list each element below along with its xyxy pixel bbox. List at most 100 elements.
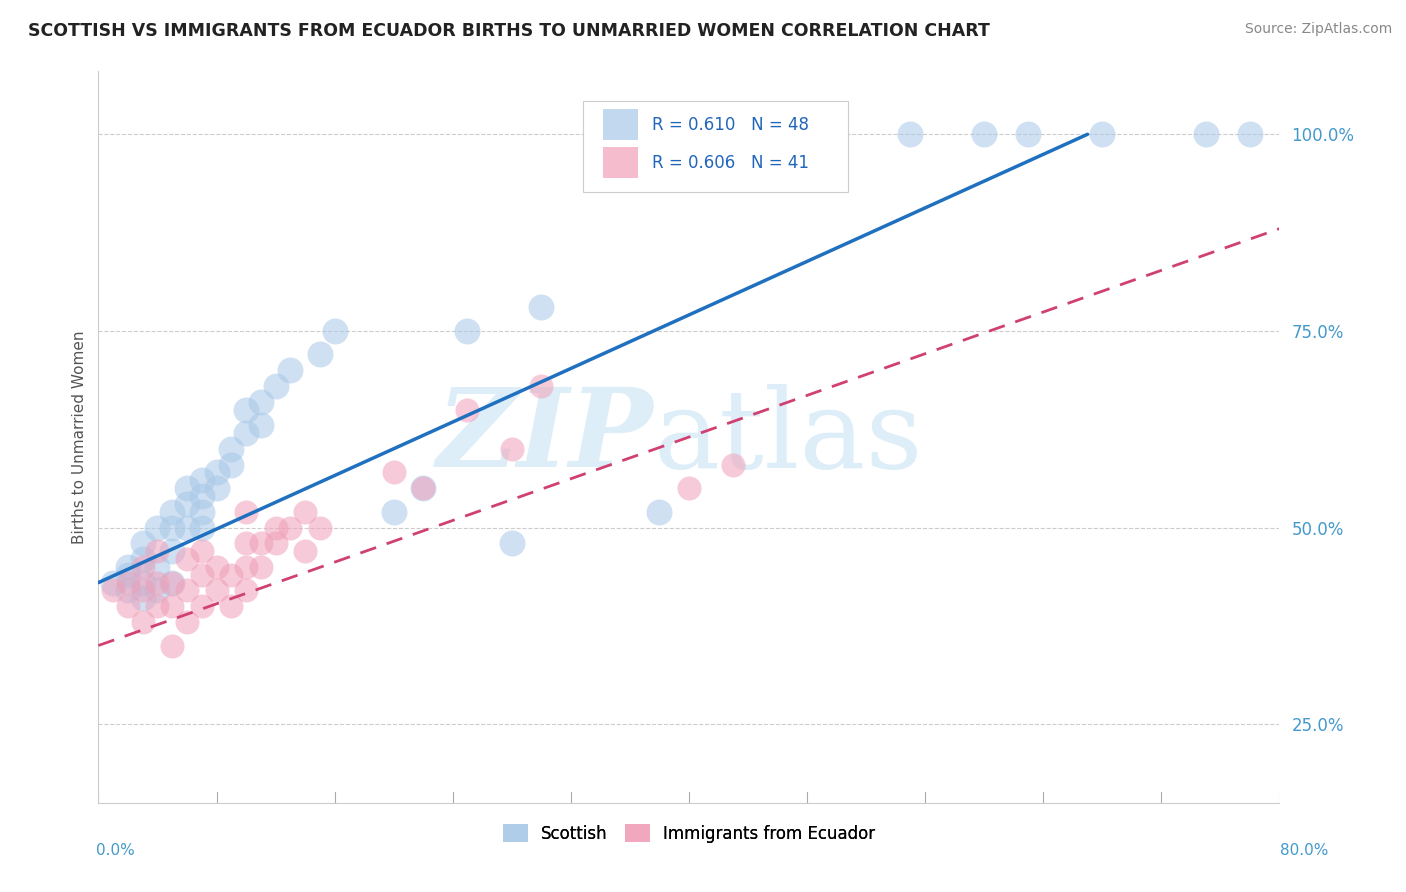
FancyBboxPatch shape: [582, 101, 848, 192]
Point: [162, 599, 183, 614]
Point: [280, 363, 302, 377]
Point: [162, 505, 183, 519]
Y-axis label: Births to Unmarried Women: Births to Unmarried Women: [72, 330, 87, 544]
Point: [176, 481, 198, 495]
Point: [191, 544, 214, 558]
Point: [382, 505, 405, 519]
Point: [973, 128, 995, 142]
Point: [1091, 128, 1114, 142]
Point: [221, 567, 243, 582]
Point: [191, 505, 214, 519]
Point: [1018, 128, 1040, 142]
Point: [250, 559, 273, 574]
Point: [235, 583, 257, 598]
Point: [162, 639, 183, 653]
Point: [250, 536, 273, 550]
Point: [235, 559, 257, 574]
Point: [205, 481, 228, 495]
Point: [501, 442, 523, 456]
Point: [162, 575, 183, 590]
Point: [707, 128, 730, 142]
Bar: [603, 147, 638, 178]
Point: [191, 599, 214, 614]
Point: [250, 418, 273, 433]
Point: [146, 520, 169, 534]
Point: [205, 466, 228, 480]
Text: atlas: atlas: [654, 384, 924, 491]
Point: [235, 505, 257, 519]
Point: [723, 458, 745, 472]
Text: SCOTTISH VS IMMIGRANTS FROM ECUADOR BIRTHS TO UNMARRIED WOMEN CORRELATION CHART: SCOTTISH VS IMMIGRANTS FROM ECUADOR BIRT…: [28, 22, 990, 40]
Point: [412, 481, 434, 495]
Text: ZIP: ZIP: [437, 384, 654, 491]
Point: [132, 583, 155, 598]
Point: [132, 559, 155, 574]
Point: [103, 575, 125, 590]
Point: [205, 583, 228, 598]
Point: [146, 544, 169, 558]
Point: [382, 466, 405, 480]
Point: [132, 615, 155, 629]
Point: [309, 347, 332, 361]
Point: [132, 536, 155, 550]
Text: R = 0.606   N = 41: R = 0.606 N = 41: [652, 153, 810, 172]
Point: [678, 128, 700, 142]
Point: [146, 559, 169, 574]
Point: [146, 583, 169, 598]
Point: [648, 505, 671, 519]
Point: [176, 497, 198, 511]
Point: [191, 489, 214, 503]
Point: [235, 426, 257, 441]
Point: [1239, 128, 1261, 142]
Point: [117, 599, 139, 614]
Point: [162, 544, 183, 558]
Text: 0.0%: 0.0%: [96, 843, 135, 857]
Point: [294, 544, 316, 558]
Point: [117, 575, 139, 590]
Point: [530, 301, 553, 315]
Text: Source: ZipAtlas.com: Source: ZipAtlas.com: [1244, 22, 1392, 37]
Point: [412, 481, 434, 495]
Point: [309, 520, 332, 534]
Point: [457, 402, 479, 417]
Point: [162, 520, 183, 534]
Point: [294, 505, 316, 519]
Point: [900, 128, 922, 142]
Point: [264, 379, 287, 393]
Point: [103, 583, 125, 598]
Point: [205, 559, 228, 574]
Point: [176, 615, 198, 629]
Point: [235, 402, 257, 417]
Legend: Scottish, Immigrants from Ecuador: Scottish, Immigrants from Ecuador: [496, 817, 882, 849]
Point: [1195, 128, 1218, 142]
Text: 80.0%: 80.0%: [1281, 843, 1329, 857]
Point: [117, 567, 139, 582]
Bar: [603, 110, 638, 140]
Point: [250, 394, 273, 409]
Point: [264, 520, 287, 534]
Point: [132, 575, 155, 590]
Point: [117, 559, 139, 574]
Point: [221, 599, 243, 614]
Point: [323, 324, 346, 338]
Point: [191, 473, 214, 487]
Point: [191, 520, 214, 534]
Text: R = 0.610   N = 48: R = 0.610 N = 48: [652, 116, 810, 134]
Point: [146, 575, 169, 590]
Point: [132, 552, 155, 566]
Point: [530, 379, 553, 393]
Point: [501, 536, 523, 550]
Point: [457, 324, 479, 338]
Point: [132, 591, 155, 606]
Point: [176, 552, 198, 566]
Point: [678, 481, 700, 495]
Point: [176, 520, 198, 534]
Point: [221, 458, 243, 472]
Point: [176, 583, 198, 598]
Point: [117, 583, 139, 598]
Point: [235, 536, 257, 550]
Point: [264, 536, 287, 550]
Point: [280, 520, 302, 534]
Point: [191, 567, 214, 582]
Point: [146, 599, 169, 614]
